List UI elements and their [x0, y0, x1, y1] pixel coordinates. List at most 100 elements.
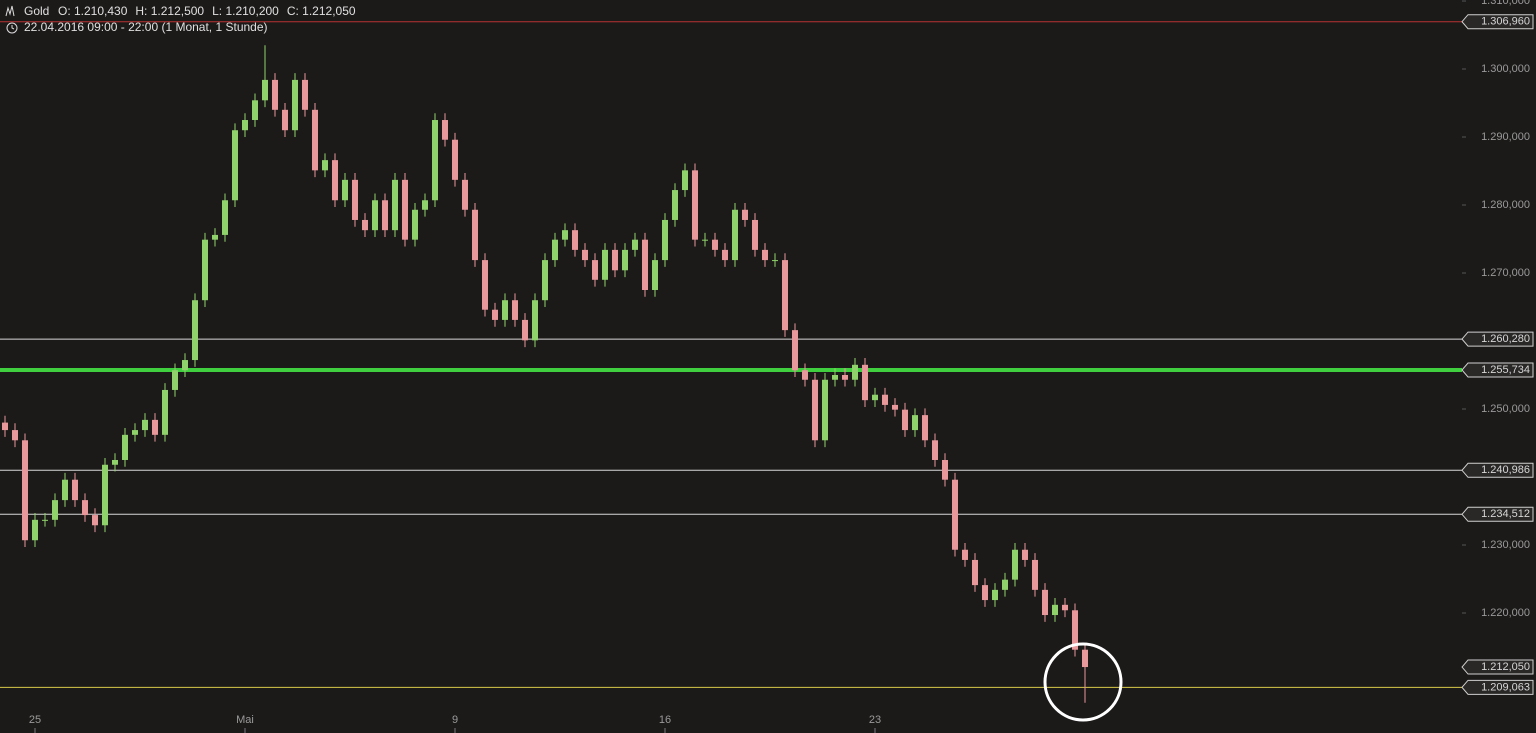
candle-body	[872, 394, 878, 401]
candle-body	[822, 379, 828, 441]
candle-body	[362, 219, 368, 231]
candle-body	[252, 100, 258, 121]
candle-body	[22, 440, 28, 541]
candle-body	[602, 249, 608, 280]
candle-body	[732, 209, 738, 261]
candle-body	[842, 374, 848, 380]
candle-body	[342, 179, 348, 201]
candle-body	[612, 249, 618, 271]
candle-body	[402, 179, 408, 240]
candle-body	[72, 479, 78, 501]
candle-body	[472, 209, 478, 261]
candle-body	[752, 219, 758, 250]
candle-body	[462, 179, 468, 210]
candle-body	[742, 209, 748, 220]
candle-body	[972, 559, 978, 586]
y-tick-label: 1.280,000	[1481, 199, 1530, 211]
candle-body	[392, 179, 398, 231]
header-value: L: 1.210,200	[212, 4, 279, 18]
candle-body	[212, 234, 218, 240]
candle-body	[242, 120, 248, 131]
candle-body	[302, 79, 308, 110]
level-label: 1.306,960	[1481, 16, 1530, 28]
candle-body	[532, 300, 538, 341]
candle-body	[702, 239, 708, 241]
y-tick-label: 1.300,000	[1481, 63, 1530, 75]
subtitle: 22.04.2016 09:00 - 22:00 (1 Monat, 1 Stu…	[24, 20, 268, 34]
candle-body	[772, 260, 778, 262]
candle-body	[682, 170, 688, 191]
candle-body	[292, 79, 298, 131]
level-box	[1461, 331, 1534, 347]
header-value: O: 1.210,430	[58, 4, 128, 18]
x-tick-label: 25	[29, 714, 41, 726]
candle-body	[692, 170, 698, 240]
candle-body	[232, 130, 238, 201]
level-label: 1.240,986	[1481, 464, 1530, 476]
candle-body	[272, 79, 278, 110]
last-price-box	[1461, 659, 1534, 675]
candle-body	[222, 200, 228, 235]
candle-body	[782, 260, 788, 331]
candle-body	[512, 300, 518, 320]
last-price-label: 1.212,050	[1481, 661, 1530, 673]
candle-body	[592, 260, 598, 280]
candle-body	[622, 249, 628, 271]
header-value: H: 1.212,500	[135, 4, 204, 18]
candle-body	[282, 109, 288, 131]
candle-body	[1072, 610, 1078, 650]
candle-body	[1042, 589, 1048, 616]
candle-body	[412, 209, 418, 240]
level-box	[1461, 506, 1534, 522]
candle-body	[202, 239, 208, 301]
candle-body	[922, 415, 928, 441]
candle-body	[32, 519, 38, 541]
candle-body	[942, 459, 948, 480]
y-tick-label: 1.270,000	[1481, 267, 1530, 279]
candle-body	[2, 422, 8, 431]
x-tick-label: 9	[452, 714, 458, 726]
candle-body	[52, 500, 58, 520]
header-value: C: 1.212,050	[287, 4, 356, 18]
candle-body	[492, 309, 498, 320]
candle-body	[722, 249, 728, 261]
candle-body	[792, 330, 798, 371]
candle-body	[832, 374, 838, 380]
level-box	[1461, 462, 1534, 478]
y-tick-label: 1.290,000	[1481, 131, 1530, 143]
x-tick-label: Mai	[236, 714, 254, 726]
candle-body	[122, 434, 128, 460]
candle-body	[102, 464, 108, 526]
level-label: 1.209,063	[1481, 681, 1530, 693]
y-tick-label: 1.310,000	[1481, 0, 1530, 7]
candle-body	[92, 515, 98, 526]
y-tick-label: 1.230,000	[1481, 539, 1530, 551]
candle-body	[802, 370, 808, 380]
candle-body	[1032, 559, 1038, 590]
candle-body	[372, 200, 378, 231]
level-box	[1461, 679, 1534, 695]
candle-body	[42, 519, 48, 521]
candle-body	[862, 364, 868, 401]
x-tick-label: 16	[659, 714, 671, 726]
candle-body	[652, 260, 658, 291]
level-box	[1461, 362, 1534, 378]
candle-body	[642, 239, 648, 291]
candle-body	[112, 459, 118, 465]
candle-body	[12, 430, 18, 441]
candle-body	[672, 190, 678, 220]
candle-body	[992, 589, 998, 601]
candle-body	[952, 479, 958, 550]
candle-body	[882, 394, 888, 405]
candle-body	[132, 430, 138, 435]
candle-body	[162, 389, 168, 435]
candle-body	[902, 409, 908, 431]
candle-body	[332, 160, 338, 201]
candle-body	[382, 200, 388, 231]
level-label: 1.255,734	[1481, 364, 1530, 376]
candle-body	[912, 415, 918, 431]
header-icon	[5, 5, 18, 34]
candle-body	[1052, 604, 1058, 616]
